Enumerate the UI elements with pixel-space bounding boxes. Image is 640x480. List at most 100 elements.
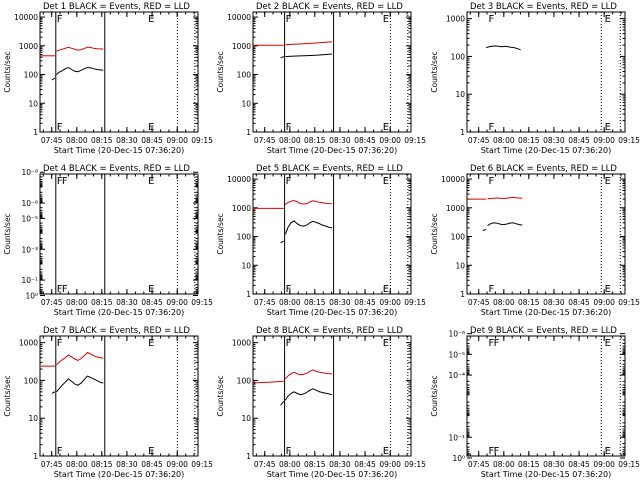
- y-tick-label: 10: [455, 261, 465, 270]
- flag-top-e: E: [383, 176, 389, 187]
- flag-top-f: F: [62, 176, 68, 187]
- x-tick-label: 08:30: [116, 460, 138, 469]
- x-tick-label: 08:30: [329, 136, 351, 145]
- events-series-line: [280, 400, 285, 406]
- panel-title: Det 5 BLACK = Events, RED = LLD: [256, 164, 403, 174]
- flag-top-e: E: [383, 14, 389, 25]
- flag-bottom-e: E: [383, 284, 389, 295]
- detector-panel-9: Det 9 BLACK = Events, RED = LLD 10⁰ 10⁻¹ 10…: [430, 326, 640, 479]
- y-tick-label: 1: [460, 128, 465, 137]
- events-series-line: [482, 228, 487, 232]
- y-tick-label: 1000: [19, 339, 38, 348]
- lld-series-line: [285, 41, 333, 46]
- flag-top-e: E: [148, 176, 154, 187]
- x-tick-label: 08:00: [279, 136, 301, 145]
- x-tick-label: 08:30: [543, 460, 565, 469]
- x-tick-label: 07:45: [254, 136, 276, 145]
- lld-series-line: [56, 351, 104, 366]
- y-axis-label: Counts/sec: [216, 51, 225, 92]
- y-tick-label: 1000: [232, 339, 251, 348]
- x-tick-label: 08:15: [91, 460, 113, 469]
- flag-top-f: F: [57, 176, 63, 187]
- flag-bottom-f: F: [489, 122, 495, 133]
- y-axis-label: Counts/sec: [3, 51, 12, 92]
- y-tick-label: 10⁻³: [21, 245, 38, 254]
- x-axis-label: Start Time (20-Dec-15 07:36:20): [54, 146, 185, 155]
- y-tick-label: 10: [241, 414, 251, 423]
- x-tick-label: 08:45: [568, 136, 590, 145]
- x-tick-label: 08:30: [543, 136, 565, 145]
- events-series-line: [280, 56, 284, 59]
- y-tick-label: 1: [33, 128, 38, 137]
- x-tick-label: 09:15: [191, 136, 213, 145]
- flag-bottom-f: F: [62, 284, 68, 295]
- flag-top-e: E: [605, 14, 611, 25]
- detector-panel-3: Det 3 BLACK = Events, RED = LLD 1 10 100 100…: [430, 2, 640, 155]
- plot-frame: [252, 11, 412, 133]
- x-tick-label: 08:45: [141, 460, 163, 469]
- x-axis-label: Start Time (20-Dec-15 07:36:20): [267, 470, 398, 479]
- flag-bottom-f: F: [286, 446, 292, 457]
- flag-bottom-f: F: [489, 284, 495, 295]
- events-series-line: [56, 375, 104, 393]
- flag-top-e: E: [605, 338, 611, 349]
- y-tick-label: 10: [28, 414, 38, 423]
- x-tick-label: 08:30: [543, 298, 565, 307]
- x-tick-label: 09:00: [379, 298, 401, 307]
- x-tick-label: 08:15: [304, 298, 326, 307]
- y-axis-label: Counts/sec: [430, 213, 439, 254]
- plot-frame: [39, 173, 199, 295]
- panel-title: Det 2 BLACK = Events, RED = LLD: [256, 2, 403, 12]
- y-tick-label: 10⁰: [25, 291, 38, 300]
- x-tick-label: 09:15: [618, 298, 640, 307]
- y-tick-label: 10⁻⁵: [21, 214, 38, 223]
- events-series-line: [51, 77, 56, 81]
- flag-bottom-f: F: [286, 122, 292, 133]
- y-tick-label: 1: [33, 452, 38, 461]
- flag-top-f: F: [489, 338, 495, 349]
- x-tick-label: 09:00: [593, 298, 615, 307]
- panel-title: Det 1 BLACK = Events, RED = LLD: [43, 2, 190, 12]
- x-tick-label: 08:15: [91, 298, 113, 307]
- x-tick-label: 08:45: [354, 136, 376, 145]
- x-tick-label: 08:15: [304, 136, 326, 145]
- x-tick-label: 08:45: [141, 298, 163, 307]
- panel-title: Det 4 BLACK = Events, RED = LLD: [43, 164, 190, 174]
- x-tick-label: 08:00: [493, 298, 515, 307]
- y-tick-label: 100: [451, 52, 466, 61]
- plot-frame: [252, 173, 412, 295]
- x-tick-label: 08:00: [66, 460, 88, 469]
- panel-title: Det 9 BLACK = Events, RED = LLD: [470, 326, 617, 336]
- y-tick-label: 10: [28, 99, 38, 108]
- y-tick-label: 100: [24, 376, 39, 385]
- lld-series-line: [285, 199, 333, 205]
- events-series-line: [284, 388, 333, 401]
- x-axis-label: Start Time (20-Dec-15 07:36:20): [481, 470, 612, 479]
- events-series-line: [284, 220, 333, 235]
- y-tick-label: 100: [237, 376, 252, 385]
- x-axis-label: Start Time (20-Dec-15 07:36:20): [481, 146, 612, 155]
- x-tick-label: 09:15: [404, 460, 426, 469]
- x-tick-label: 09:00: [166, 298, 188, 307]
- flag-top-e: E: [605, 176, 611, 187]
- y-tick-label: 10⁻¹: [448, 433, 465, 442]
- events-series-line: [51, 391, 56, 394]
- plot-frame: [252, 335, 412, 457]
- x-tick-label: 08:15: [518, 460, 540, 469]
- flag-top-e: E: [383, 338, 389, 349]
- flag-top-f: F: [286, 338, 292, 349]
- flag-top-e: E: [148, 338, 154, 349]
- x-tick-label: 08:45: [354, 298, 376, 307]
- y-tick-label: 10: [241, 99, 251, 108]
- y-tick-label: 10⁰: [452, 454, 465, 463]
- y-tick-label: 10000: [14, 13, 38, 22]
- panel-title: Det 8 BLACK = Events, RED = LLD: [256, 326, 403, 336]
- detector-panel-7: Det 7 BLACK = Events, RED = LLD 1 10 100 100…: [3, 326, 213, 479]
- y-tick-label: 10⁻⁸: [21, 168, 38, 177]
- events-series-line: [487, 222, 523, 227]
- y-tick-label: 1: [246, 452, 251, 461]
- detector-panel-5: Det 5 BLACK = Events, RED = LLD 1 10 100 100…: [216, 164, 426, 317]
- events-series-line: [485, 45, 521, 51]
- y-tick-label: 100: [237, 71, 252, 80]
